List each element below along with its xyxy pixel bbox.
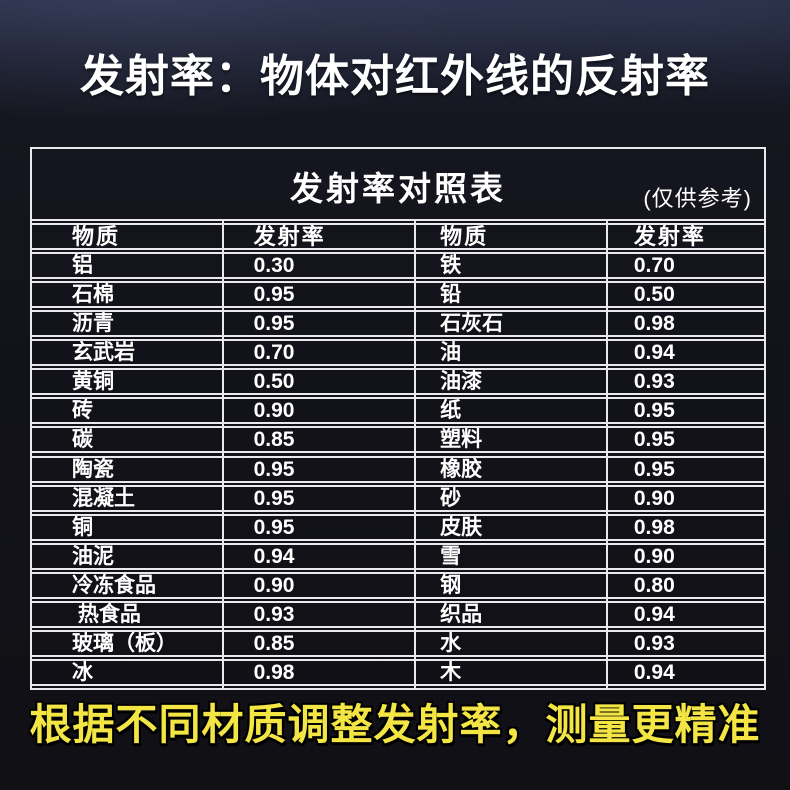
emissivity-cell: 0.70 (253, 341, 295, 365)
material-cell: 木 (440, 660, 462, 684)
material-cell: 橡胶 (440, 457, 483, 481)
emissivity-cell: 0.90 (253, 399, 295, 423)
emissivity-cell: 0.93 (633, 370, 675, 394)
emissivity-cell: 0.70 (633, 254, 675, 278)
emissivity-cell: 0.80 (633, 573, 675, 597)
emissivity-cell: 0.93 (253, 602, 295, 626)
emissivity-cell: 0.95 (253, 312, 295, 336)
table-row: 玻璃（板） 0.85 水 0.93 (32, 629, 764, 657)
material-cell: 铅 (440, 283, 462, 307)
material-cell: 油 (440, 341, 462, 365)
material-cell: 砂 (440, 486, 462, 510)
material-cell: 铁 (440, 254, 462, 278)
emissivity-cell: 0.90 (633, 486, 675, 510)
emissivity-cell: 0.94 (633, 341, 675, 365)
emissivity-cell: 0.95 (633, 399, 675, 423)
table-header-row: 物质 发射率 物质 发射率 (32, 223, 764, 250)
material-cell: 油泥 (72, 544, 114, 568)
material-cell: 沥青 (72, 312, 114, 336)
table-title-block: 发射率对照表 (仅供参考) (32, 149, 764, 221)
table-row: 砖 0.90 纸 0.95 (32, 397, 764, 425)
header-cell-emissivity: 发射率 (253, 225, 326, 248)
emissivity-cell: 0.85 (253, 428, 295, 452)
header-cell-emissivity: 发射率 (633, 225, 706, 248)
material-cell: 混凝土 (72, 486, 135, 510)
header-cell-material: 物质 (72, 225, 121, 248)
material-cell: 砖 (72, 399, 93, 423)
emissivity-cell: 0.30 (253, 254, 295, 278)
emissivity-cell: 0.95 (633, 457, 675, 481)
material-cell: 皮肤 (440, 515, 483, 539)
material-cell: 水 (440, 631, 462, 655)
table-row: 玄武岩 0.70 油 0.94 (32, 339, 764, 367)
material-cell: 玄武岩 (72, 341, 135, 365)
material-cell: 钢 (440, 573, 462, 597)
emissivity-cell: 0.95 (633, 428, 675, 452)
table-title: 发射率对照表 (290, 170, 506, 207)
emissivity-cell: 0.94 (253, 544, 295, 568)
table-row: 油泥 0.94 雪 0.90 (32, 542, 764, 570)
emissivity-cell: 0.85 (253, 631, 295, 655)
emissivity-cell: 0.98 (253, 660, 295, 684)
table-row: 冰 0.98 木 0.94 (32, 658, 764, 686)
material-cell: 油漆 (440, 370, 483, 394)
emissivity-cell: 0.90 (633, 544, 675, 568)
emissivity-cell: 0.50 (633, 283, 675, 307)
table-row: 石棉 0.95 铅 0.50 (32, 281, 764, 309)
table-row: 冷冻食品 0.90 钢 0.80 (32, 571, 764, 599)
material-cell: 玻璃（板） (72, 631, 177, 655)
table-row: 铜 0.95 皮肤 0.98 (32, 513, 764, 541)
emissivity-cell: 0.98 (633, 312, 675, 336)
emissivity-cell: 0.95 (253, 283, 295, 307)
emissivity-cell: 0.98 (633, 515, 675, 539)
material-cell: 铜 (72, 515, 93, 539)
material-cell: 铝 (72, 254, 93, 278)
emissivity-cell: 0.94 (633, 602, 675, 626)
material-cell: 冰 (72, 660, 93, 684)
column-divider (605, 221, 608, 688)
table-row: 陶瓷 0.95 橡胶 0.95 (32, 455, 764, 483)
emissivity-cell: 0.93 (633, 631, 675, 655)
column-divider (221, 221, 224, 688)
table-grid: 物质 发射率 物质 发射率 铝 0.30 铁 0.70 石棉 0.95 铅 0.50 沥青 0.9… (32, 221, 764, 688)
emissivity-cell: 0.95 (253, 486, 295, 510)
material-cell: 石灰石 (440, 312, 504, 336)
material-cell: 石棉 (72, 283, 114, 307)
emissivity-cell: 0.94 (633, 660, 675, 684)
material-cell: 雪 (440, 544, 462, 568)
emissivity-cell: 0.95 (253, 515, 295, 539)
reference-note: (仅供参考) (643, 186, 752, 211)
table-row: 黄铜 0.50 油漆 0.93 (32, 368, 764, 396)
material-cell: 塑料 (440, 428, 483, 452)
footer-slogan: 根据不同材质调整发射率，测量更精准 (29, 701, 761, 748)
table-row: 沥青 0.95 石灰石 0.98 (32, 310, 764, 338)
emissivity-table: 发射率对照表 (仅供参考) 物质 发射率 物质 发射率 铝 0.30 铁 0.70 石棉… (30, 147, 766, 690)
material-cell: 纸 (440, 399, 462, 423)
material-cell: 碳 (72, 428, 93, 452)
emissivity-cell: 0.90 (253, 573, 295, 597)
table-row: 铝 0.30 铁 0.70 (32, 252, 764, 280)
column-divider (414, 221, 417, 688)
emissivity-cell: 0.50 (253, 370, 295, 394)
table-row: 混凝土 0.95 砂 0.90 (32, 484, 764, 512)
header-cell-material: 物质 (440, 225, 489, 248)
material-cell: 陶瓷 (72, 457, 114, 481)
emissivity-cell: 0.95 (253, 457, 295, 481)
material-cell: 织品 (440, 602, 483, 626)
table-row: 碳 0.85 塑料 0.95 (32, 426, 764, 454)
table-row: 热食品 0.93 织品 0.94 (32, 600, 764, 628)
material-cell: 热食品 (72, 602, 141, 626)
material-cell: 冷冻食品 (72, 573, 156, 597)
page-title: 发射率：物体对红外线的反射率 (80, 52, 710, 101)
material-cell: 黄铜 (72, 370, 114, 394)
